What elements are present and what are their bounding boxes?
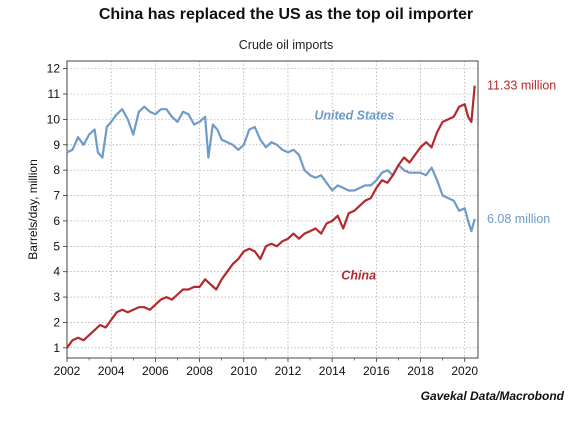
x-tick-label: 2010 (230, 364, 257, 378)
x-tick-label: 2014 (319, 364, 346, 378)
y-tick-label: 1 (53, 341, 60, 355)
chart-subtitle: Crude oil imports (238, 38, 334, 52)
x-tick-label: 2012 (275, 364, 302, 378)
grid-lines (66, 61, 478, 358)
source-credit: Gavekal Data/Macrobond (420, 389, 564, 403)
y-tick-label: 3 (53, 290, 60, 304)
y-tick-label: 9 (53, 138, 60, 152)
y-tick-label: 6 (53, 214, 60, 228)
us-end-label: 6.08 million (487, 212, 550, 226)
china-series-annotation: China (341, 268, 376, 282)
china-series-line (66, 85, 476, 349)
x-tick-label: 2008 (186, 364, 213, 378)
y-tick-label: 10 (47, 112, 61, 126)
x-tick-label: 2018 (407, 364, 434, 378)
us-series-annotation: United States (314, 108, 394, 122)
x-tick-label: 2016 (363, 364, 390, 378)
y-tick-label: 2 (53, 315, 60, 329)
x-tick-label: 2004 (98, 364, 125, 378)
china-end-label: 11.33 million (487, 79, 556, 93)
x-tick-label: 2006 (142, 364, 169, 378)
us-series-line (66, 105, 476, 233)
series-layer (66, 85, 476, 349)
x-tick-label: 2002 (54, 364, 81, 378)
chart-labels: 6.08 million 11.33 million United States Ch… (314, 79, 556, 283)
chart-title: China has replaced the US as the top oil… (98, 6, 474, 23)
y-tick-label: 8 (53, 163, 60, 177)
plot-frame (66, 60, 479, 359)
x-tick-label: 2020 (451, 364, 478, 378)
y-tick-label: 5 (53, 239, 60, 253)
y-tick-label: 12 (47, 62, 61, 76)
y-tick-label: 7 (53, 189, 60, 203)
y-tick-label: 4 (53, 265, 60, 279)
y-tick-label: 11 (48, 87, 61, 101)
y-axis-title: Barrels/day, million (26, 159, 40, 259)
